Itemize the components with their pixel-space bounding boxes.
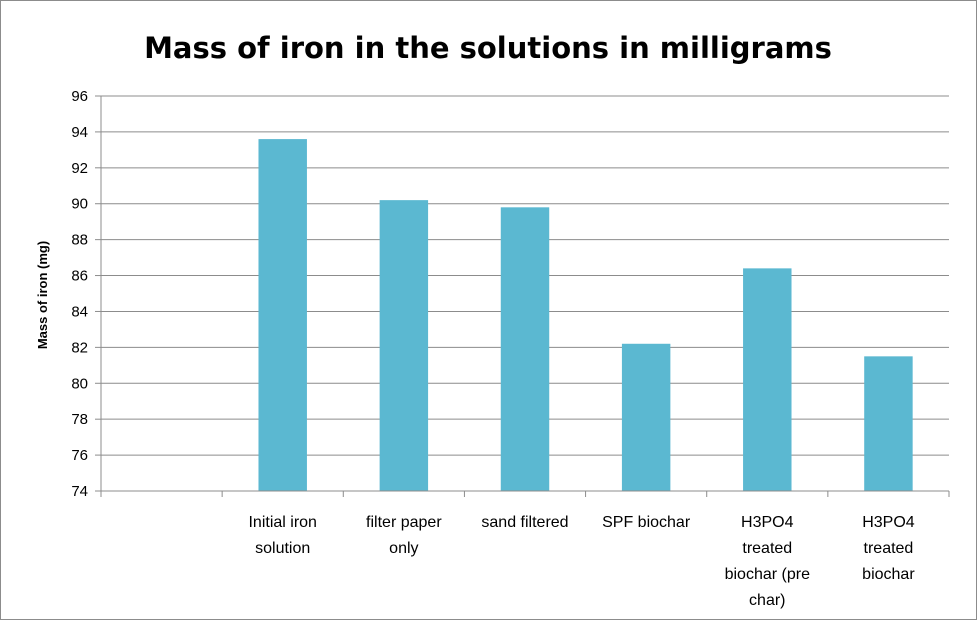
y-tick-label: 80	[71, 375, 88, 392]
y-tick-label: 92	[71, 160, 88, 177]
x-tick-label: H3PO4	[862, 514, 915, 531]
x-tick-label: char)	[749, 592, 785, 609]
x-tick-label: filter paper	[366, 514, 442, 531]
axes	[95, 95, 950, 497]
x-tick-label: solution	[255, 540, 310, 557]
bar	[500, 207, 550, 491]
y-tick-label: 94	[71, 124, 88, 141]
x-tick-label: biochar	[862, 566, 915, 583]
y-tick-label: 74	[71, 483, 88, 500]
x-tick-label: treated	[742, 540, 792, 557]
y-tick-label: 90	[71, 196, 88, 213]
x-tick-label: Initial iron	[248, 514, 316, 531]
x-tick-label: biochar (pre	[725, 566, 810, 583]
y-tick-label: 84	[71, 303, 88, 320]
y-tick-label: 78	[71, 411, 88, 428]
bar	[379, 200, 429, 492]
y-tick-label: 96	[71, 88, 88, 105]
chart-title: Mass of iron in the solutions in milligr…	[144, 31, 832, 65]
x-tick-label: only	[389, 540, 418, 557]
x-tick-label: H3PO4	[741, 514, 794, 531]
x-tick-label: treated	[864, 540, 914, 557]
bar	[743, 268, 792, 491]
x-tick-label: SPF biochar	[602, 514, 691, 531]
y-axis-label: Mass of iron (mg)	[35, 241, 50, 349]
x-tick-label: sand filtered	[481, 514, 568, 531]
y-tick-labels: 74 76 78 80 82 84 86 88 90 92 94 96	[71, 88, 88, 500]
x-tick-labels: Initial iron solution filter paper only sand…	[248, 514, 915, 609]
bar	[864, 356, 913, 491]
y-tick-label: 82	[71, 339, 88, 356]
bars	[258, 139, 913, 492]
bar	[258, 139, 307, 491]
gridlines	[101, 95, 949, 456]
y-tick-label: 76	[71, 447, 88, 464]
y-tick-label: 88	[71, 232, 88, 249]
bar	[621, 343, 671, 491]
y-tick-label: 86	[71, 268, 88, 285]
